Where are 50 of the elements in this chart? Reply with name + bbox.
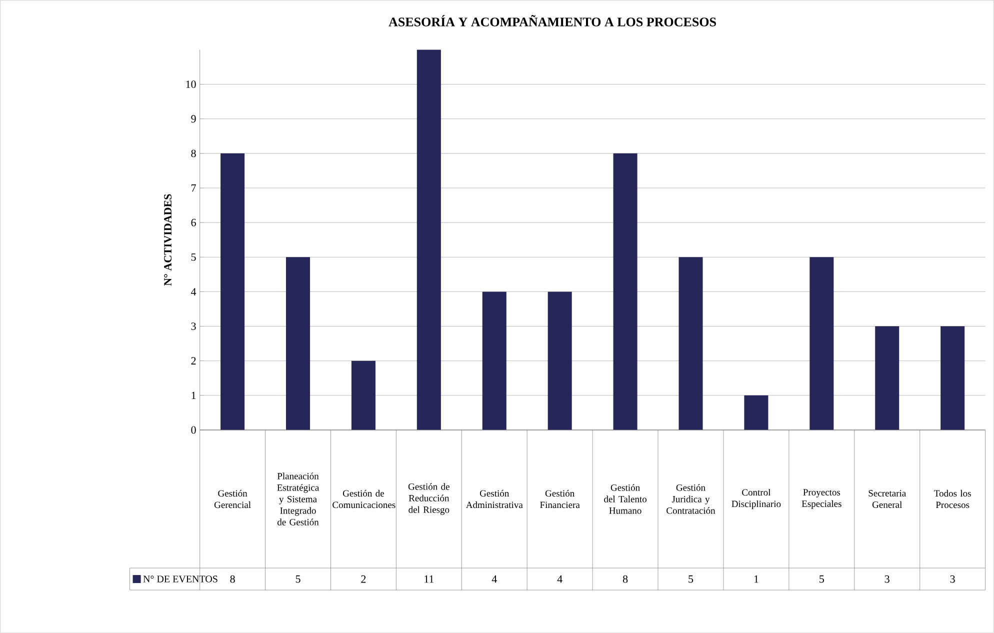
- bar: [548, 292, 572, 430]
- data-label: 8: [622, 575, 628, 583]
- x-tick-label: Gestión Financiera: [540, 490, 580, 508]
- y-tick-label: 1: [192, 392, 196, 400]
- data-label: 8: [230, 575, 235, 583]
- y-tick-label: 4: [191, 288, 196, 296]
- data-label: 11: [424, 576, 434, 583]
- data-label: 3: [884, 575, 890, 583]
- data-label: 4: [492, 576, 497, 583]
- x-tick-label: Gestión Juridica y Contratación: [666, 484, 716, 514]
- data-label: 1: [754, 576, 758, 583]
- y-tick-label: 3: [191, 322, 196, 330]
- y-tick-label: 7: [192, 184, 196, 192]
- y-axis-title: N° ACTIVIDADES: [164, 194, 172, 286]
- data-label: 5: [688, 576, 694, 583]
- data-label: 2: [361, 576, 366, 583]
- x-tick-label: Gestión de Comunicaciones: [332, 490, 396, 508]
- bar: [678, 257, 703, 430]
- x-tick-label: Gestión Gerencial: [214, 490, 251, 508]
- x-tick-label: Gestión del Talento Humano: [604, 484, 647, 514]
- bar: [875, 326, 900, 430]
- x-tick-label: Gestión de Reducción del Riesgo: [408, 483, 450, 515]
- x-tick-label: Control Disciplinario: [732, 489, 781, 510]
- y-tick-label: 0: [191, 426, 196, 434]
- bar: [286, 257, 310, 430]
- y-tick-label: 10: [186, 80, 196, 88]
- x-tick-label: Planeación Estratégica y Sistema Integrado de Gestión: [277, 472, 320, 526]
- bar: [744, 396, 768, 430]
- chart-title: ASESORÍA Y ACOMPAÑAMIENTO A LOS PROCESOS: [388, 15, 716, 26]
- bar: [220, 154, 245, 430]
- bar: [482, 292, 506, 430]
- x-tick-label: Proyectos Especiales: [802, 489, 842, 509]
- x-tick-label: Gestión Administrativa: [466, 490, 523, 508]
- y-tick-label: 8: [191, 150, 196, 158]
- legend-label: N° DE EVENTOS: [143, 576, 218, 583]
- data-label: 4: [557, 576, 562, 583]
- bar: [416, 50, 441, 430]
- y-tick-label: 5: [191, 254, 196, 261]
- data-label: 5: [820, 576, 824, 583]
- y-tick-label: 6: [191, 218, 196, 226]
- x-tick-label: Todos los Procesos: [934, 490, 971, 508]
- bar: [810, 257, 834, 430]
- x-tick-label: Secretaria General: [868, 490, 906, 508]
- y-tick-label: 9: [191, 115, 196, 123]
- data-label: 3: [950, 575, 955, 583]
- y-tick-label: 2: [191, 357, 196, 365]
- bar: [351, 360, 376, 430]
- bar: [613, 154, 638, 430]
- data-label: 5: [296, 576, 300, 583]
- bar: [940, 326, 965, 430]
